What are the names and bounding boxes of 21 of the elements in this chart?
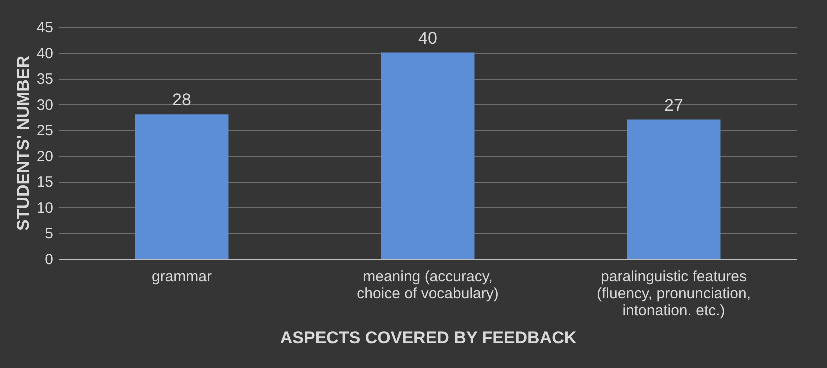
bar [627, 120, 721, 259]
data-label: 40 [418, 28, 438, 48]
bar [381, 52, 475, 259]
y-tick-label: 35 [36, 71, 54, 88]
x-tick-label: meaning (accuracy, choice of vocabulary) [357, 268, 499, 302]
y-axis-title: STUDENTS' NUMBER [14, 56, 33, 231]
y-tick-label: 0 [45, 252, 54, 268]
y-tick-label: 10 [36, 200, 54, 217]
data-label: 27 [664, 96, 684, 115]
x-tick-label: grammar [152, 268, 212, 286]
y-tick-label: 30 [36, 96, 54, 114]
y-tick-label: 20 [36, 148, 54, 166]
y-tick-label: 5 [45, 226, 54, 243]
bar [135, 114, 229, 259]
x-axis-title: ASPECTS COVERED BY FEEDBACK [280, 328, 578, 348]
data-label: 28 [172, 90, 192, 110]
x-tick-label: paralinguistic features (fluency, pronunciation, intonation. etc.) [597, 268, 751, 320]
y-tick-label: 40 [36, 45, 54, 62]
y-tick-label: 45 [36, 20, 54, 36]
y-tick-label: 15 [36, 174, 54, 192]
y-tick-label: 25 [36, 122, 54, 140]
